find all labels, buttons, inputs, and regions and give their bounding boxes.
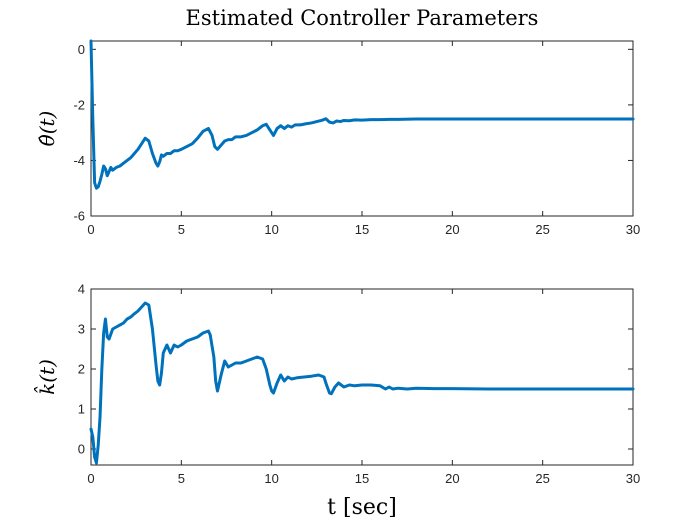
k-series-line xyxy=(89,301,635,465)
k-xtick-label: 20 xyxy=(445,471,459,486)
k-xtick-label: 0 xyxy=(87,471,94,486)
chart-title: Estimated Controller Parameters xyxy=(186,6,539,30)
theta-plot-area xyxy=(90,40,634,217)
k-xtick-label: 5 xyxy=(178,471,185,486)
k-ticks: 0 5 10 15 20 25 30 0 1 2 3 4 xyxy=(78,282,640,487)
theta-xtick-label: 0 xyxy=(87,222,94,237)
k-xtick-label: 30 xyxy=(626,471,640,486)
theta-axes: 0 5 10 15 20 25 30 -6 -4 -2 0 θ̂(t) xyxy=(35,39,640,237)
k-ytick-label: 0 xyxy=(78,442,85,457)
k-ylabel: k̂(t) xyxy=(33,359,59,395)
k-xtick-label: 15 xyxy=(355,471,369,486)
theta-ytick-label: 0 xyxy=(78,42,85,57)
theta-ytick-label: -6 xyxy=(73,209,85,224)
theta-xtick-label: 25 xyxy=(535,222,549,237)
theta-ticks: 0 5 10 15 20 25 30 -6 -4 -2 0 xyxy=(73,41,640,237)
theta-xtick-label: 20 xyxy=(445,222,459,237)
theta-series-line xyxy=(89,39,635,190)
theta-xtick-label: 15 xyxy=(355,222,369,237)
theta-xtick-label: 10 xyxy=(264,222,278,237)
k-ytick-label: 3 xyxy=(78,322,85,337)
k-ytick-label: 4 xyxy=(78,282,85,297)
k-xtick-label: 10 xyxy=(264,471,278,486)
k-xlabel: t [sec] xyxy=(327,495,397,520)
theta-xtick-label: 5 xyxy=(178,222,185,237)
k-axes: 0 5 10 15 20 25 30 0 1 2 3 4 k̂(t) t [sec] xyxy=(33,282,641,521)
theta-ytick-label: -2 xyxy=(73,97,85,112)
theta-ylabel: θ̂(t) xyxy=(35,111,59,147)
k-ytick-label: 2 xyxy=(78,362,85,377)
k-xtick-label: 25 xyxy=(535,471,549,486)
theta-xtick-label: 30 xyxy=(626,222,640,237)
k-ytick-label: 1 xyxy=(78,402,85,417)
k-plot-area xyxy=(90,288,634,466)
theta-ytick-label: -4 xyxy=(73,153,85,168)
